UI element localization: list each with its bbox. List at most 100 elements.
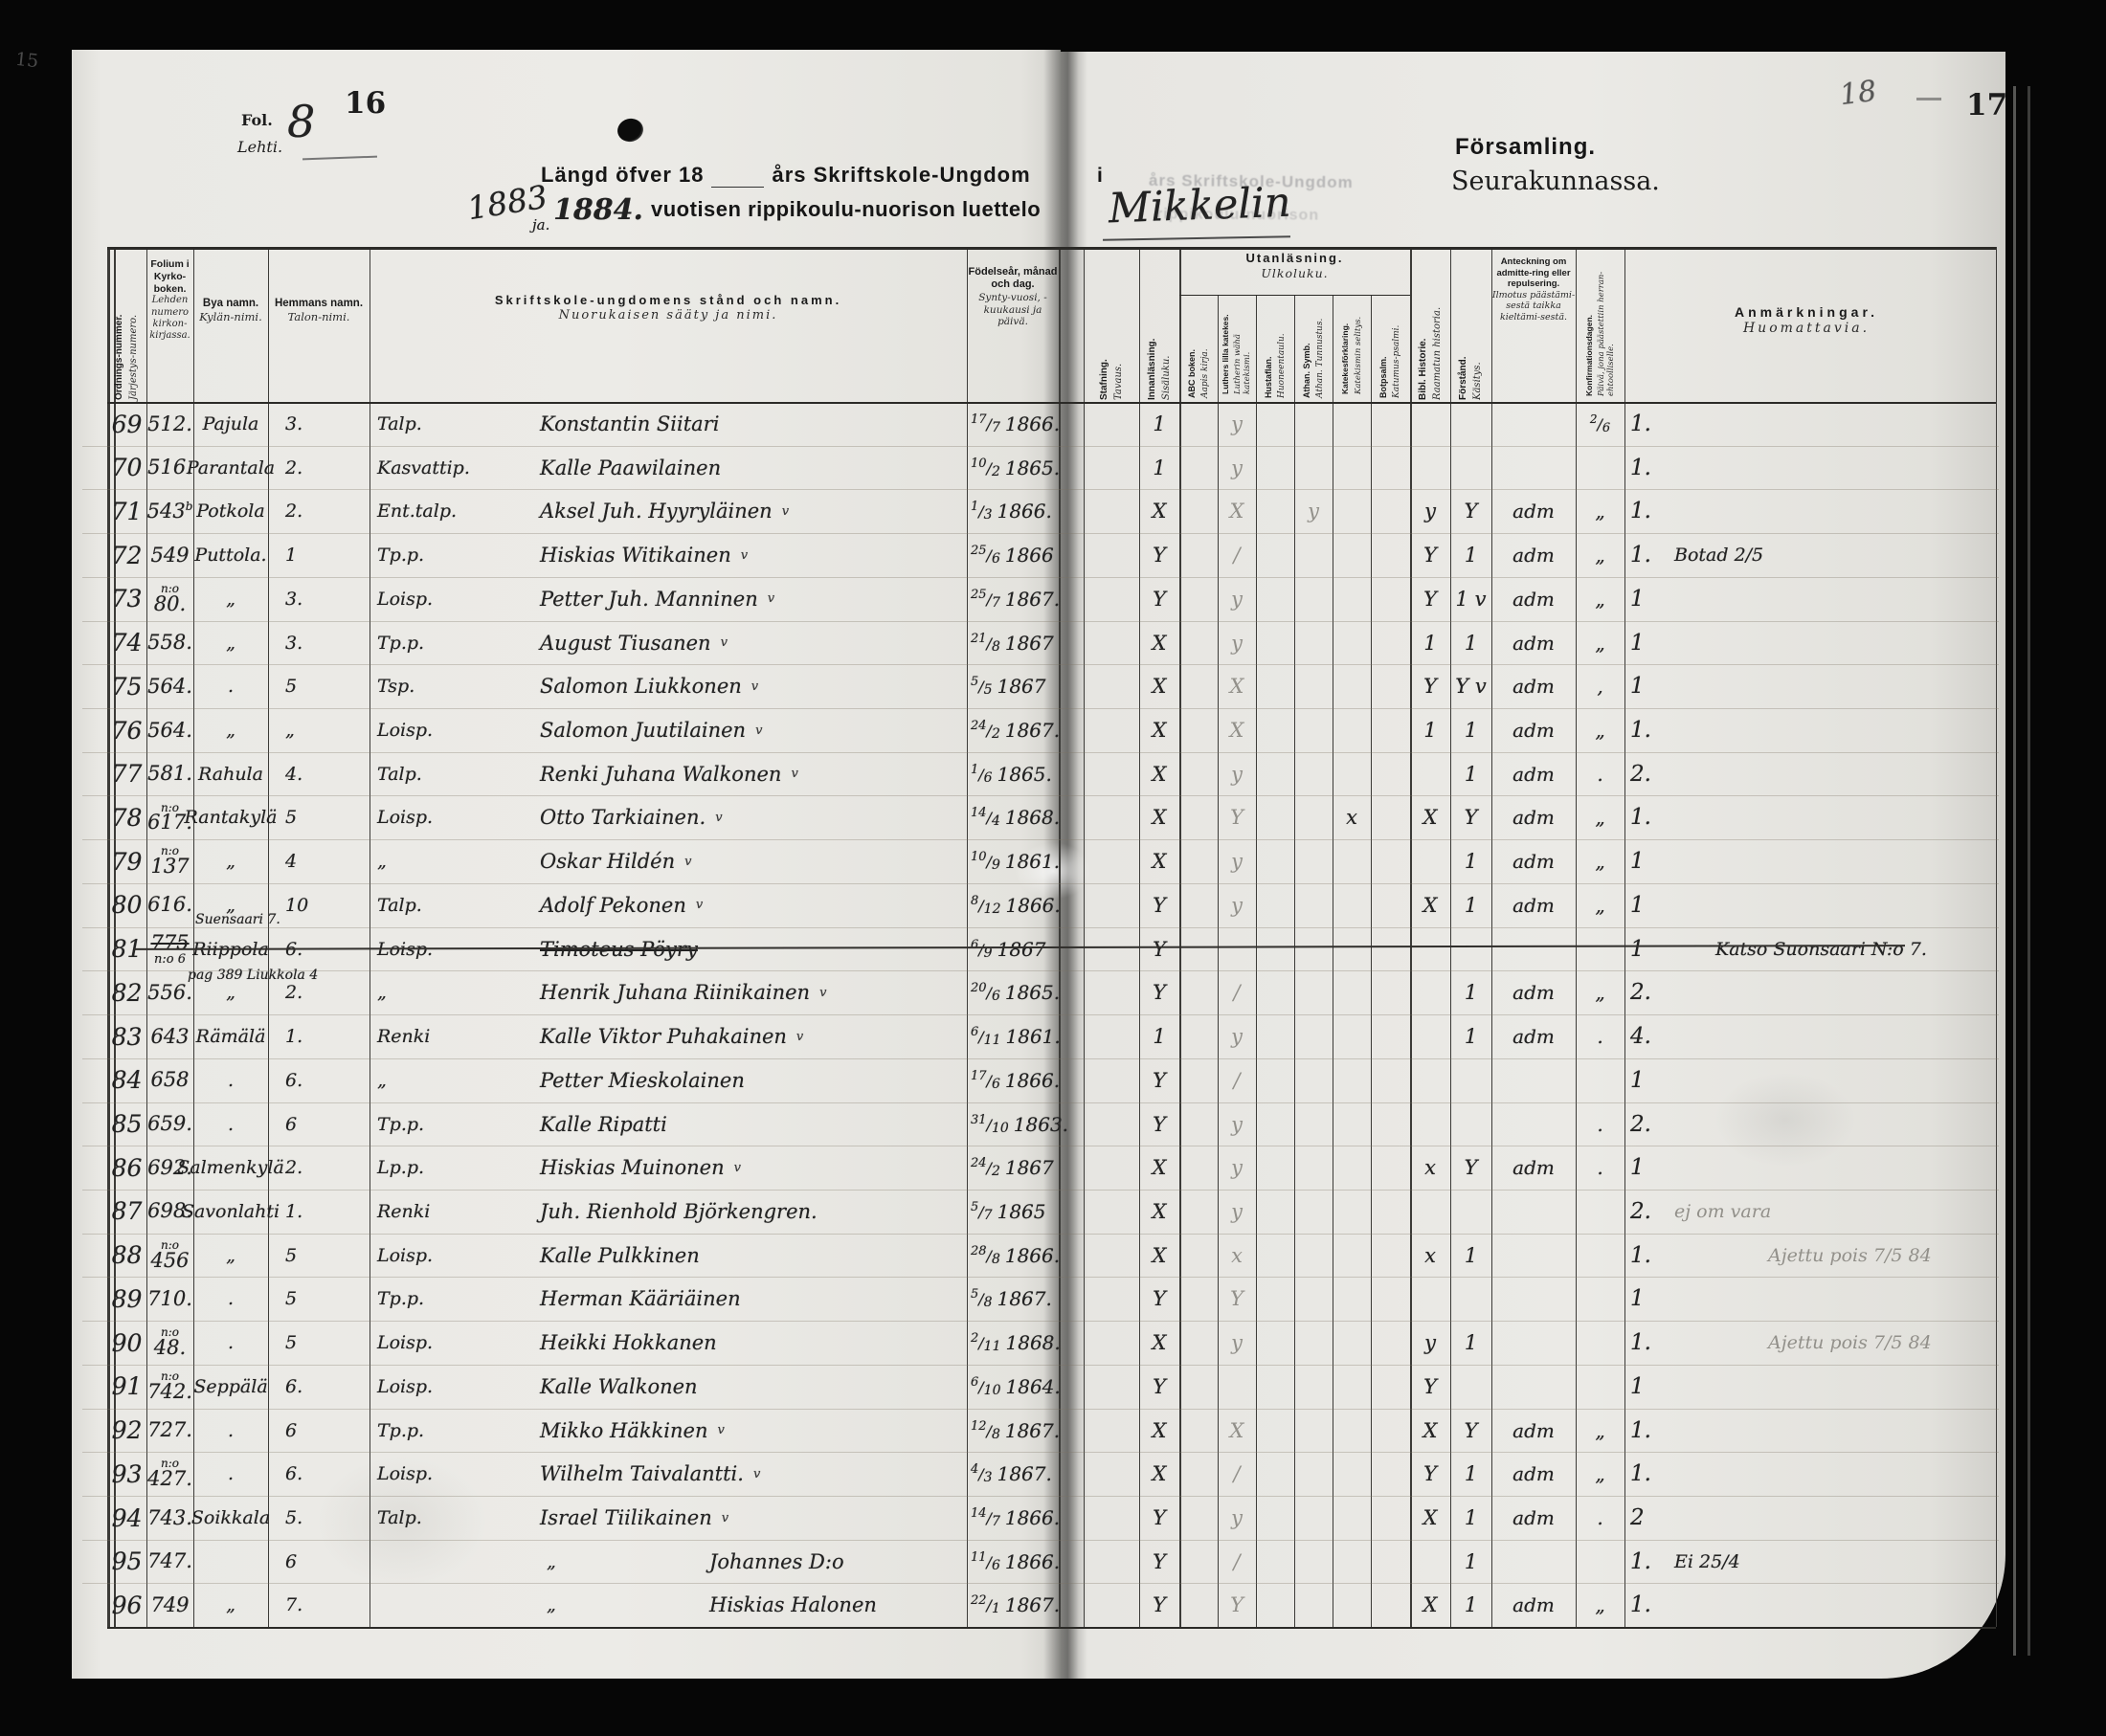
margin-ghost-number: 15 <box>13 48 40 73</box>
header-sv: Botpsalm. <box>1378 356 1389 398</box>
village-name: „ <box>226 894 235 916</box>
ruled-line <box>82 1539 1999 1541</box>
cell-birth-date: 10/2 1865. <box>967 446 1063 490</box>
cell-village: „ <box>193 577 268 621</box>
occupation: Loisp. <box>377 1332 434 1354</box>
cell-mark-innan: X <box>1152 1156 1167 1180</box>
ruled-line <box>82 926 1999 928</box>
cell-person: Tp.p. Hiskias Witikainen v <box>370 533 967 577</box>
occupation: „ <box>547 1594 556 1616</box>
date-fraction: 28/8 <box>971 1243 1000 1267</box>
date-fraction: 4/3 <box>971 1462 993 1486</box>
cell-mark-luth: y <box>1231 893 1243 917</box>
check-mark: v <box>733 1160 741 1175</box>
cell-village: „ <box>193 883 268 927</box>
ruled-line <box>82 445 1999 447</box>
cell-person: Renki Kalle Viktor Puhakainen v <box>370 1014 967 1058</box>
cell-person: Talp. Israel Tiilikainen v <box>370 1496 967 1540</box>
cell-village: Soikkala <box>191 1496 270 1540</box>
page-edge-line <box>2013 86 2016 1656</box>
table-row: 78 n:o 617. Rantakylä 5 Loisp. Otto Tarkiainen… <box>107 795 1996 839</box>
cell-mark-bibl: X <box>1423 1593 1438 1617</box>
cell-row-number: 88 <box>111 1241 143 1270</box>
cell-mark-forst: 1 <box>1464 1025 1478 1049</box>
cell-mark-bibl: 1 <box>1423 719 1437 743</box>
cell-mark-luth: / <box>1233 1462 1241 1486</box>
ruled-line <box>82 1496 1999 1497</box>
cell-person: Talp. Renki Juhana Walkonen v <box>370 752 967 796</box>
column-header-village: Bya namn. Kylän-nimi. <box>193 297 268 323</box>
ruled-line <box>82 1321 1999 1323</box>
cell-remarks: 1 <box>1624 621 1996 665</box>
column-header-ordnr: Ordnings-nummer. Järjestys-numero. <box>107 251 146 400</box>
cell-mark-forst: Y <box>1464 1418 1478 1442</box>
folio-number: 749 <box>150 1592 190 1616</box>
column-header-admittering: Anteckning om admitte-ring eller repulse… <box>1491 256 1576 323</box>
cell-farm-number: 6. <box>285 1375 303 1397</box>
date-fraction: 11/6 <box>971 1549 1000 1573</box>
cell-row-number: 89 <box>111 1284 143 1313</box>
cell-birth-date: 5/8 1867. <box>967 1277 1063 1321</box>
cell-mark-innan: X <box>1152 719 1167 743</box>
cell-birth-date: 14/4 1868. <box>967 795 1063 839</box>
cell-person: „ Henrik Juhana Riinikainen v <box>370 970 967 1014</box>
cell-admitted: adm <box>1512 806 1555 830</box>
header-fi: Ilmotus päästämi-sestä taikka kieltämi-s… <box>1491 289 1576 323</box>
cell-birth-date: 5/5 1867 <box>967 664 1063 708</box>
cell-person: Renki Juh. Rienhold Björkengren. <box>370 1190 967 1234</box>
cell-mark-forst: Y <box>1464 500 1478 523</box>
check-mark: v <box>791 767 798 782</box>
person-name: Oskar Hildén <box>540 850 676 874</box>
cell-mark-innan: X <box>1152 850 1167 874</box>
birth-year: 1865. <box>1004 456 1061 479</box>
header-sv: Stafning. <box>1098 359 1109 400</box>
date-fraction: 2/11 <box>971 1331 1001 1355</box>
remark-number: 1. <box>1630 1242 1651 1268</box>
cell-farm-number: „ <box>285 720 295 742</box>
cell-birth-date: 12/8 1867. <box>967 1409 1063 1453</box>
birth-year: 1867. <box>997 1287 1052 1311</box>
cell-row-number: 86 <box>111 1153 143 1182</box>
occupation: „ <box>377 851 387 873</box>
remark-number: 1 <box>1630 586 1645 612</box>
person-name: Henrik Juhana Riinikainen <box>540 981 811 1005</box>
cell-mark-luth: Y <box>1230 1593 1243 1617</box>
village-name: „ <box>226 720 235 742</box>
cell-confirmation-day: „ <box>1595 1418 1605 1442</box>
column-header-abc: ABC boken. Aapis kirja. <box>1179 299 1218 398</box>
cell-person: Talp. Konstantin Siitari <box>370 402 967 446</box>
cell-mark-innan: 1 <box>1153 456 1166 479</box>
cell-folio: 743. <box>146 1496 193 1540</box>
header-fi: Päivä, jona päästettiin herran-ehtoollis… <box>1596 271 1617 396</box>
cell-farm-number: 5 <box>285 1288 298 1310</box>
remark-number: 2. <box>1630 980 1651 1006</box>
remark-number: 1. <box>1630 455 1651 480</box>
column-line <box>114 247 116 1627</box>
cell-village <box>193 1540 268 1584</box>
cell-person: Loisp. Kalle Walkonen <box>370 1365 967 1409</box>
cell-confirmation-day: „ <box>1595 1462 1605 1486</box>
remark-number: 1 <box>1630 630 1645 656</box>
cell-person: Ent.talp. Aksel Juh. Hyyryläinen v <box>370 489 967 533</box>
ruled-line <box>82 1408 1999 1410</box>
cell-row-number: 80 <box>111 891 143 920</box>
cell-birth-date: 14/7 1866. <box>967 1496 1063 1540</box>
cell-mark-innan: Y <box>1153 981 1166 1005</box>
cell-row-number: 83 <box>111 1022 143 1051</box>
cell-mark-forst: 1 <box>1464 981 1478 1005</box>
table-row: 69 512. Pajula 3. Talp. Konstantin Siitari 17/… <box>107 402 1996 446</box>
cell-admitted: adm <box>1512 850 1555 874</box>
check-mark: v <box>715 810 723 825</box>
cell-admitted: adm <box>1512 1506 1555 1529</box>
check-mark: v <box>717 1423 725 1438</box>
header-sv: Utanläsning. <box>1245 251 1344 265</box>
cell-village: . <box>193 1058 268 1102</box>
birth-year: 1866. <box>1004 1549 1061 1573</box>
birth-year: 1866. <box>997 500 1052 523</box>
cell-row-number: 79 <box>111 847 143 876</box>
cell-admitted: adm <box>1512 500 1555 523</box>
village-name: „ <box>226 588 235 610</box>
cell-folio: 710. <box>146 1277 193 1321</box>
cell-mark-innan: X <box>1152 806 1167 830</box>
